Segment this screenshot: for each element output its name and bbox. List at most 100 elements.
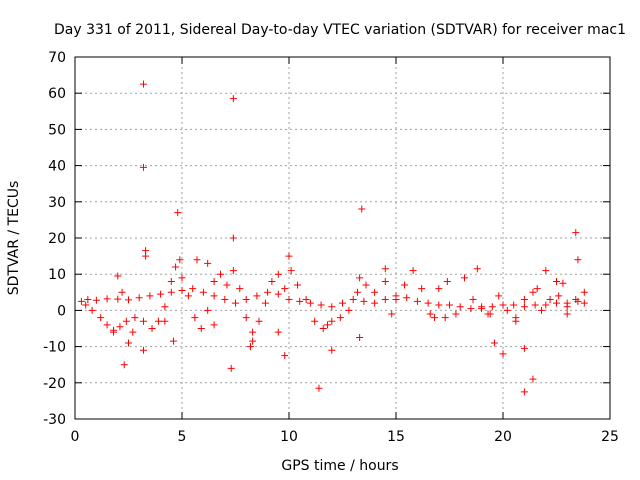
data-point xyxy=(204,259,212,267)
data-point xyxy=(135,294,143,302)
data-point xyxy=(302,296,310,304)
y-tick-labels: -30 -20 -10 0 10 20 30 40 50 60 70 xyxy=(43,50,66,428)
data-point xyxy=(315,384,323,392)
data-point xyxy=(172,263,180,271)
data-point xyxy=(339,299,346,307)
data-point xyxy=(317,301,325,309)
data-point xyxy=(311,317,319,325)
data-point xyxy=(555,292,563,300)
y-tick-label: -10 xyxy=(43,340,66,356)
data-point xyxy=(114,272,122,280)
data-point xyxy=(274,290,282,298)
data-point xyxy=(403,294,411,302)
data-point xyxy=(261,299,269,307)
data-point xyxy=(478,303,486,311)
data-point xyxy=(362,281,370,289)
data-point xyxy=(236,285,244,293)
data-point xyxy=(533,285,541,293)
data-point xyxy=(572,296,580,304)
data-point xyxy=(287,267,295,275)
data-point xyxy=(139,346,147,354)
data-point xyxy=(204,306,212,314)
grid-lines xyxy=(75,57,610,419)
data-point xyxy=(131,314,139,322)
data-point xyxy=(285,252,293,260)
data-point xyxy=(125,296,132,304)
data-point xyxy=(118,288,126,296)
data-point xyxy=(520,344,528,352)
data-point xyxy=(285,296,293,304)
y-tick-label: 50 xyxy=(48,122,66,138)
data-point xyxy=(82,301,90,309)
data-point xyxy=(103,295,111,303)
data-point xyxy=(553,299,560,307)
data-point xyxy=(553,277,560,285)
data-point xyxy=(356,274,364,282)
x-tick-label: 10 xyxy=(280,429,298,445)
data-point xyxy=(435,285,443,293)
data-point xyxy=(488,303,496,311)
data-point xyxy=(242,314,250,322)
data-point xyxy=(174,209,182,217)
data-point xyxy=(125,339,132,347)
data-point xyxy=(253,292,261,300)
data-point xyxy=(116,323,124,331)
data-point xyxy=(520,388,528,396)
data-point xyxy=(499,350,507,358)
data-point xyxy=(139,317,147,325)
data-point xyxy=(401,281,409,289)
data-point xyxy=(392,296,400,304)
data-point xyxy=(139,80,147,88)
data-point xyxy=(495,292,503,300)
data-point xyxy=(328,303,336,311)
data-point xyxy=(281,352,289,360)
y-tick-label: 30 xyxy=(48,195,66,211)
data-point xyxy=(529,375,537,383)
data-point xyxy=(221,296,229,304)
data-point xyxy=(426,310,434,318)
data-point xyxy=(161,317,169,325)
data-point xyxy=(360,297,368,305)
data-point xyxy=(197,325,205,332)
data-point xyxy=(456,303,464,311)
data-point xyxy=(264,288,272,296)
data-point xyxy=(191,314,199,322)
data-point xyxy=(92,296,100,304)
data-point xyxy=(210,277,218,285)
data-point xyxy=(139,163,147,171)
data-point xyxy=(161,303,169,311)
data-point xyxy=(353,288,361,296)
data-point xyxy=(176,256,184,264)
y-tick-label: 10 xyxy=(48,267,66,283)
y-tick-label: -30 xyxy=(43,412,66,428)
data-point xyxy=(381,296,389,304)
data-point xyxy=(574,256,582,264)
data-point xyxy=(435,301,443,309)
x-tick-label: 0 xyxy=(71,429,80,445)
data-point xyxy=(484,310,492,318)
data-point xyxy=(580,288,588,296)
data-point xyxy=(296,297,304,305)
data-point xyxy=(580,299,588,307)
data-point xyxy=(358,205,366,213)
data-point xyxy=(559,279,567,287)
data-point xyxy=(443,277,451,285)
data-point xyxy=(542,267,550,275)
y-tick-label: -20 xyxy=(43,376,66,392)
x-tick-labels: 0 5 10 15 20 25 xyxy=(71,429,619,445)
data-point xyxy=(193,256,201,264)
data-point xyxy=(294,281,302,289)
y-tick-label: 70 xyxy=(48,50,66,66)
data-point xyxy=(268,277,276,285)
data-point xyxy=(424,299,432,307)
data-point xyxy=(88,306,96,314)
data-point xyxy=(467,305,475,313)
data-point xyxy=(189,285,197,293)
data-point xyxy=(336,314,344,322)
x-tick-label: 20 xyxy=(494,429,512,445)
data-point xyxy=(178,274,186,282)
data-point xyxy=(520,303,528,311)
data-point xyxy=(388,310,396,318)
data-point xyxy=(242,296,250,304)
